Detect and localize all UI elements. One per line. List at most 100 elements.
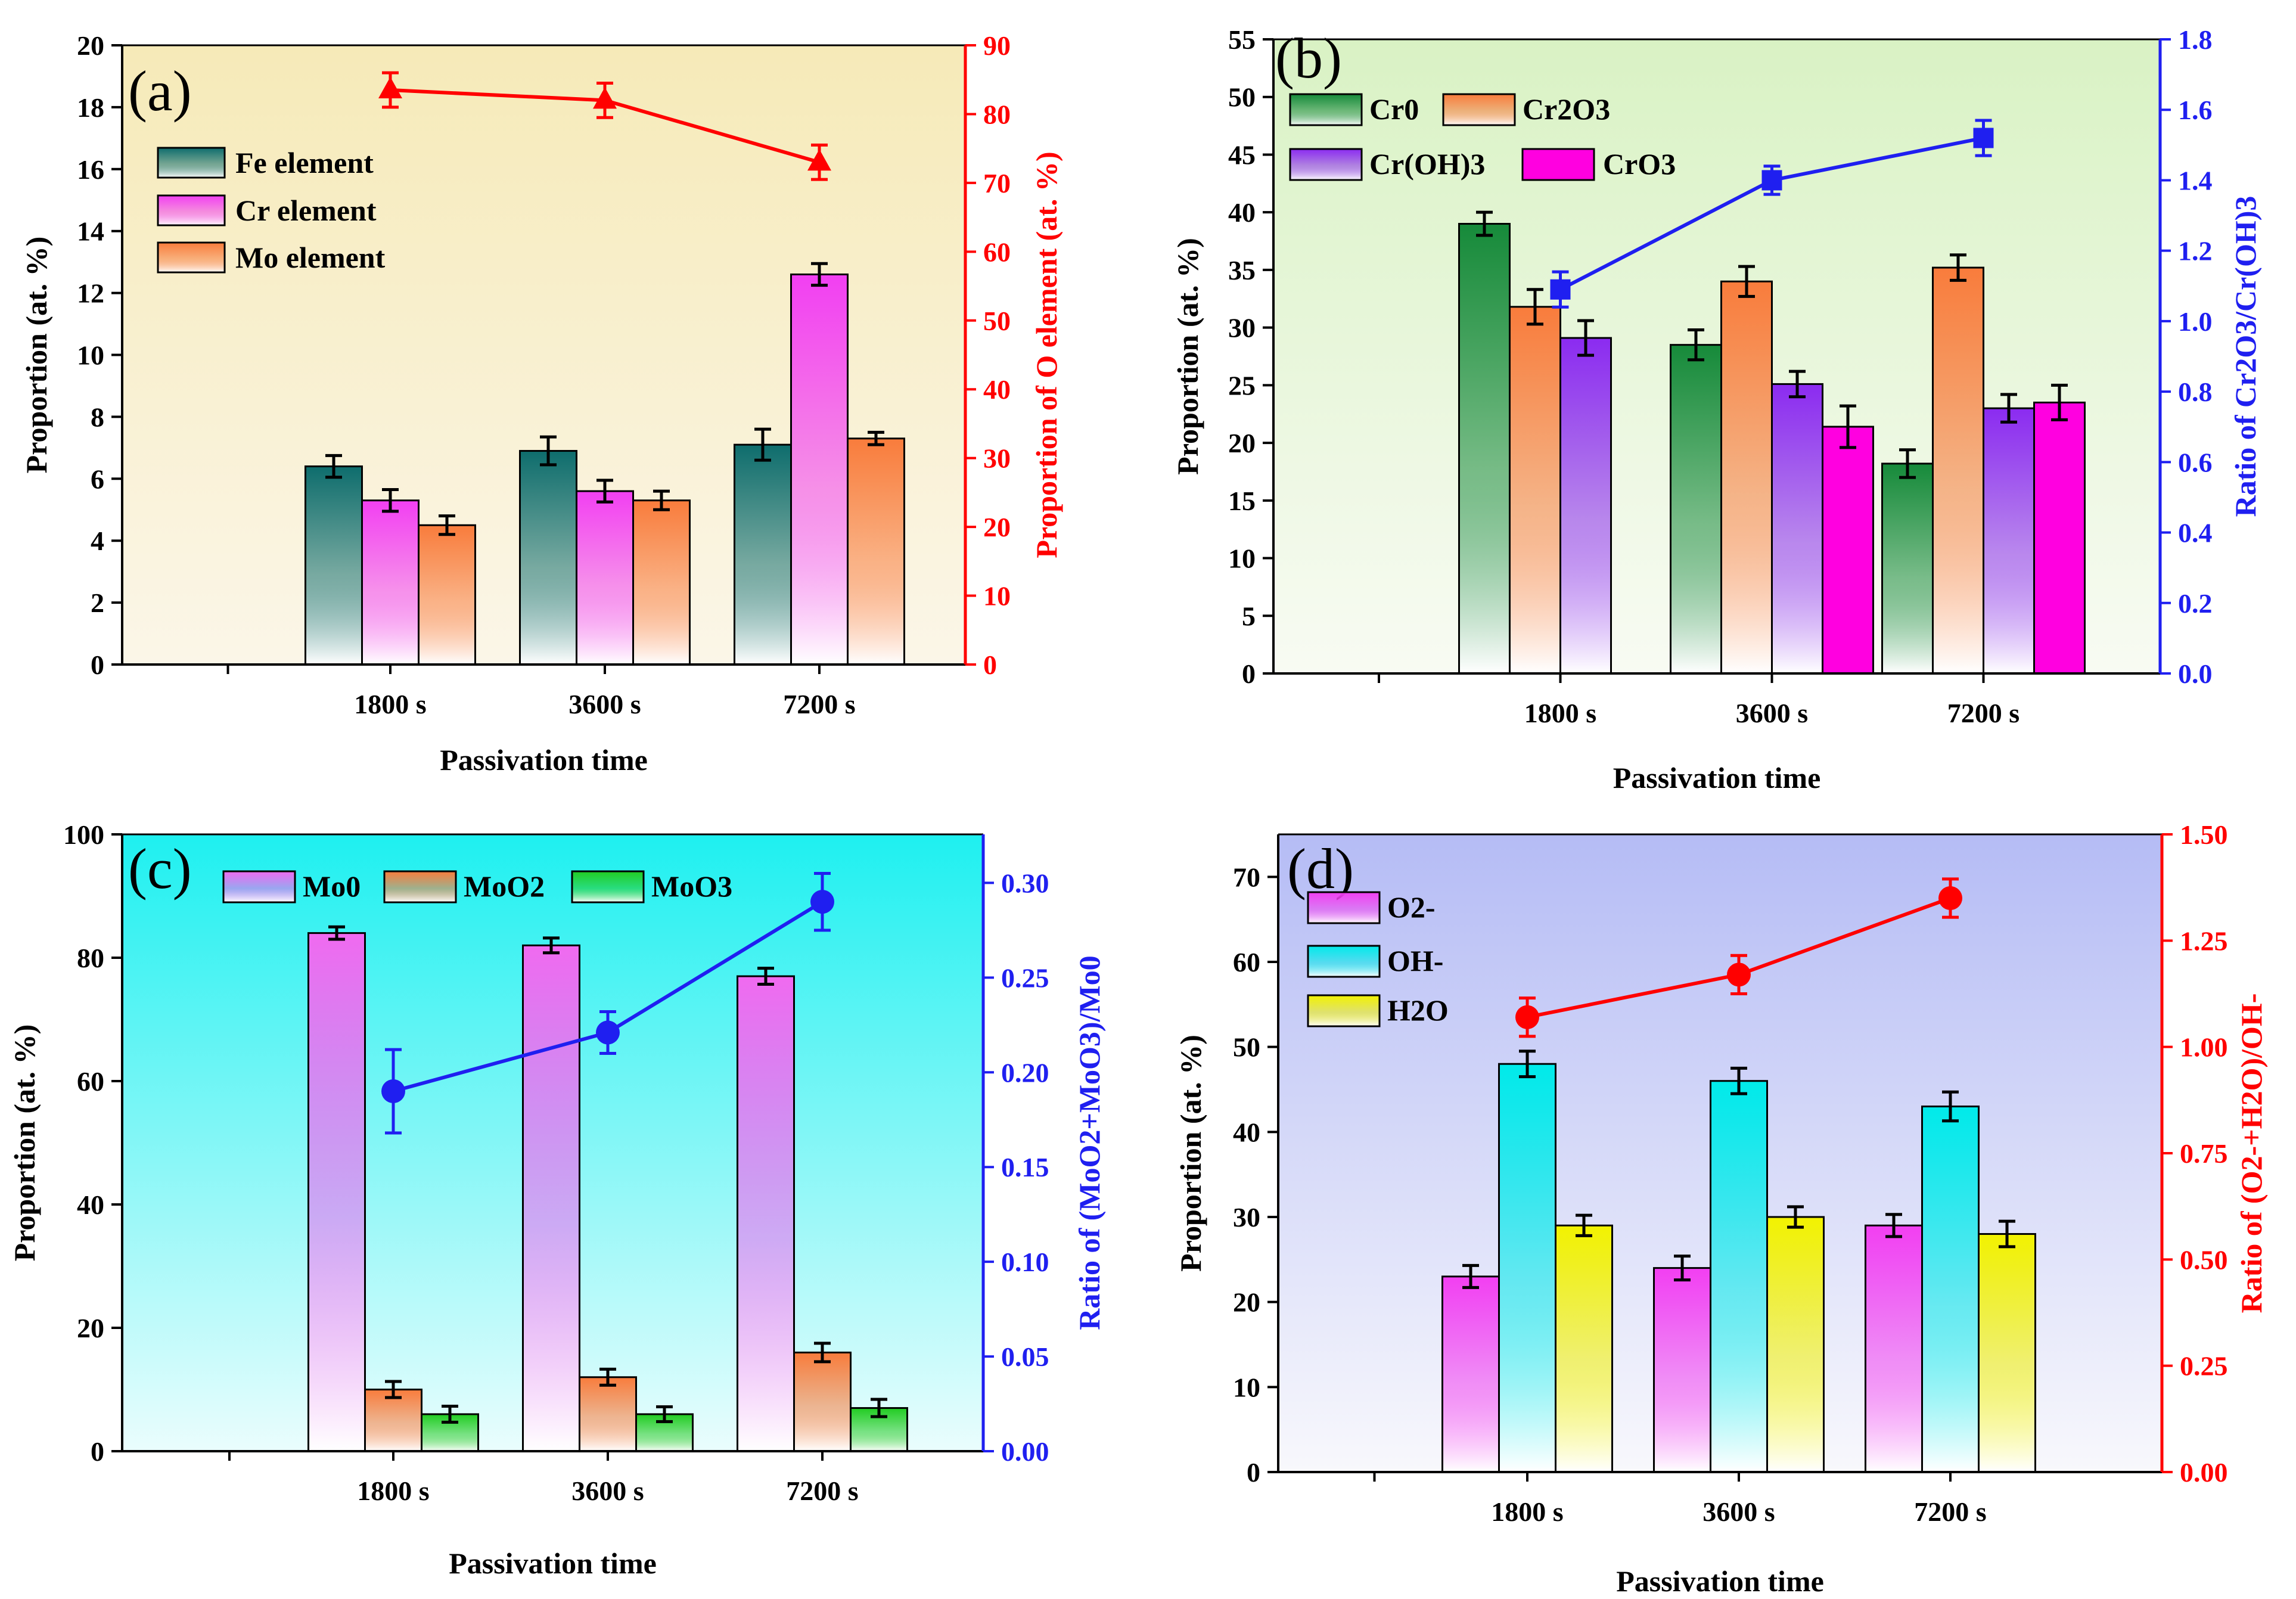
y2-tick-label: 0.2 bbox=[2178, 588, 2213, 619]
bar bbox=[790, 273, 849, 666]
ratio-line bbox=[381, 871, 834, 1135]
y2-tick-label: 0.0 bbox=[2178, 659, 2213, 689]
line-point bbox=[596, 1020, 620, 1045]
legend-label: Cr2O3 bbox=[1523, 92, 1610, 126]
legend-swatch bbox=[1307, 945, 1381, 978]
y-tick-label: 50 bbox=[1228, 82, 1256, 113]
line-point bbox=[1515, 1005, 1539, 1029]
ratio-line bbox=[1550, 119, 1994, 309]
ratio-line bbox=[1515, 877, 1962, 1038]
legend-swatch bbox=[1289, 148, 1363, 181]
error-bar bbox=[811, 262, 828, 287]
x-tick-labels: 1800 s 3600 s 7200 s bbox=[354, 689, 855, 719]
y-tick-label: 10 bbox=[1233, 1372, 1260, 1402]
error-bar bbox=[1738, 265, 1755, 298]
legend-label: OH- bbox=[1387, 944, 1443, 977]
panel-letter: (a) bbox=[128, 59, 192, 123]
y2-tick-label: 10 bbox=[983, 581, 1011, 611]
error-bar bbox=[757, 967, 774, 986]
y2-tick-label: 60 bbox=[983, 237, 1011, 267]
bar bbox=[576, 490, 634, 666]
panel-c: (c) 0 20 40 60 80 100 0.00 0.05 0.10 0.15 0.20 0.2… bbox=[8, 819, 1106, 1580]
line-point bbox=[593, 87, 617, 109]
legend-swatch bbox=[571, 870, 645, 903]
error-bar bbox=[656, 1405, 673, 1423]
error-bar bbox=[1999, 1219, 2015, 1249]
y-tick-label: 40 bbox=[1233, 1117, 1260, 1147]
error-bar bbox=[2000, 393, 2017, 424]
y2-tick-label: 1.6 bbox=[2178, 95, 2213, 125]
legend-label: Fe element bbox=[235, 146, 374, 179]
error-bar bbox=[1576, 1213, 1592, 1237]
x-tick-label: 7200 s bbox=[786, 1476, 858, 1506]
bar-group bbox=[307, 925, 908, 1452]
x-tick-label: 3600 s bbox=[568, 689, 641, 719]
error-bar bbox=[1899, 448, 1916, 479]
bar bbox=[1458, 223, 1511, 675]
error-bar bbox=[382, 488, 399, 513]
y-tick-label: 0 bbox=[1247, 1457, 1260, 1488]
error-bar bbox=[599, 1367, 616, 1387]
y-tick-label: 55 bbox=[1228, 24, 1256, 55]
error-bar bbox=[1462, 1263, 1479, 1289]
bar bbox=[1921, 1106, 1980, 1473]
x-tick-label: 3600 s bbox=[571, 1476, 644, 1506]
bar bbox=[1441, 1275, 1500, 1473]
error-bar bbox=[1527, 288, 1543, 326]
x-tick-label: 3600 s bbox=[1702, 1496, 1775, 1527]
legend-swatch bbox=[1307, 891, 1381, 924]
error-bar bbox=[1840, 404, 1856, 449]
error-bar bbox=[1885, 1213, 1902, 1238]
y2-tick-label: 70 bbox=[983, 168, 1011, 198]
y-ticks: 0 20 40 60 80 100 bbox=[63, 819, 122, 1467]
y-tick-label: 30 bbox=[1233, 1202, 1260, 1232]
line-point bbox=[1761, 170, 1782, 191]
y2-tick-label: 30 bbox=[983, 443, 1011, 474]
line-point bbox=[807, 149, 831, 171]
y2-axis-label: Proportion of O element (at. %) bbox=[1030, 151, 1063, 558]
axes bbox=[121, 833, 985, 1461]
legend: Fe element Cr element Mo element bbox=[157, 146, 386, 274]
y-tick-label: 80 bbox=[77, 943, 104, 973]
y-tick-label: 15 bbox=[1228, 486, 1256, 516]
error-bar bbox=[385, 1380, 402, 1399]
bar bbox=[307, 932, 366, 1452]
legend: Cr0 Cr2O3 Cr(OH)3 CrO3 bbox=[1289, 92, 1676, 181]
bar bbox=[1978, 1233, 2036, 1473]
ratio-line bbox=[378, 71, 831, 181]
bar bbox=[305, 465, 363, 666]
y-tick-label: 45 bbox=[1228, 139, 1256, 170]
x-tick-label: 1800 s bbox=[354, 689, 426, 719]
y-ticks: 0 2 4 6 8 10 12 14 16 18 20 bbox=[77, 30, 122, 680]
x-tick-label: 1800 s bbox=[357, 1476, 429, 1506]
bar bbox=[1670, 344, 1722, 675]
y2-tick-label: 90 bbox=[983, 30, 1011, 61]
error-bar bbox=[1688, 328, 1704, 362]
error-bar bbox=[596, 479, 613, 504]
legend-label: Cr element bbox=[235, 194, 377, 227]
y-tick-label: 12 bbox=[77, 278, 104, 309]
y2-tick-label: 0.50 bbox=[2180, 1244, 2228, 1275]
x-tick-label: 1800 s bbox=[1491, 1496, 1563, 1527]
line-point bbox=[381, 1079, 405, 1104]
y-tick-label: 2 bbox=[91, 588, 104, 618]
y2-tick-label: 0.15 bbox=[1001, 1152, 1049, 1182]
panel-d: (d) 0 10 20 30 40 50 60 70 0.00 0.25 0.50 0.75 1.00… bbox=[1174, 819, 2268, 1598]
legend: O2- OH- H2O bbox=[1307, 890, 1449, 1027]
y-tick-label: 35 bbox=[1228, 255, 1256, 285]
bar bbox=[793, 1351, 852, 1452]
y2-tick-label: 1.25 bbox=[2180, 926, 2228, 956]
y2-axis-label: Ratio of (MoO2+MoO3)/Mo0 bbox=[1073, 955, 1106, 1330]
y2-tick-label: 40 bbox=[983, 374, 1011, 405]
x-tick-label: 1800 s bbox=[1524, 698, 1596, 728]
line-point bbox=[378, 77, 402, 99]
bar bbox=[1771, 383, 1823, 675]
y-tick-label: 20 bbox=[1233, 1287, 1260, 1318]
line-point bbox=[1938, 886, 1962, 910]
legend-swatch bbox=[1521, 148, 1595, 181]
y2-ticks: 0.00 0.25 0.50 0.75 1.00 1.25 1.50 bbox=[2162, 819, 2228, 1488]
y2-tick-label: 0 bbox=[983, 650, 997, 680]
y-ticks: 0 5 10 15 20 25 30 35 40 45 50 55 bbox=[1228, 24, 1273, 689]
error-bar bbox=[325, 454, 342, 479]
